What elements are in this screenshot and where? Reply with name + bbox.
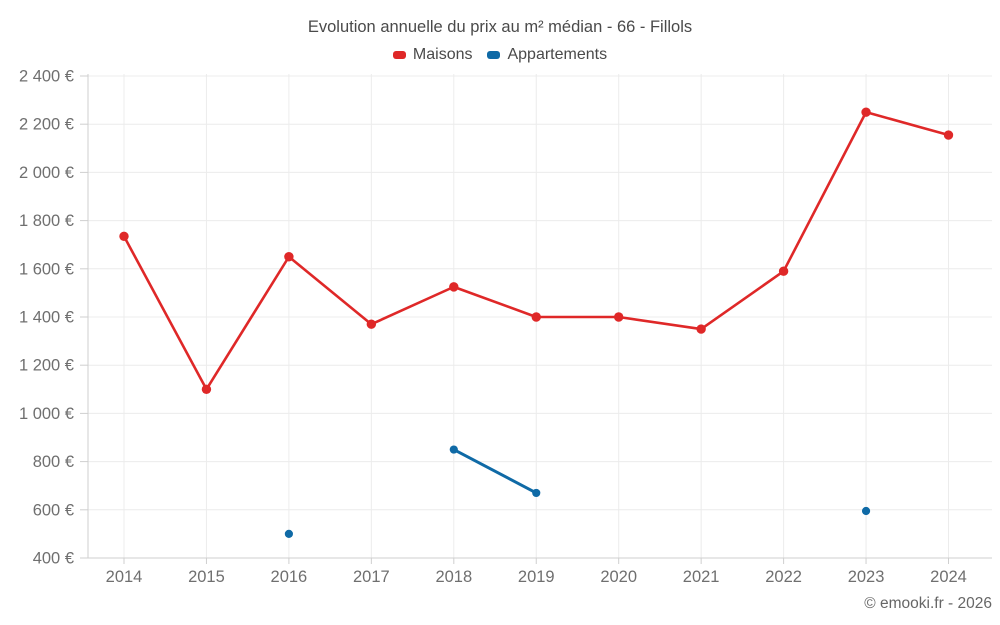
y-tick-label: 800 € (33, 453, 74, 471)
x-tick-label: 2023 (848, 568, 885, 586)
y-tick-label: 600 € (33, 501, 74, 519)
legend-label-maisons: Maisons (412, 46, 473, 63)
x-tick-label: 2015 (188, 568, 225, 586)
data-point-maisons-2021[interactable] (696, 324, 706, 334)
data-point-maisons-2024[interactable] (943, 130, 954, 140)
legend-item-appartements[interactable]: Appartements (487, 45, 607, 65)
appartements-series-swatch-icon (487, 51, 501, 59)
x-tick-label: 2019 (518, 568, 555, 586)
x-tick-label: 2024 (930, 568, 967, 586)
data-point-appartements-2018[interactable] (449, 445, 458, 454)
x-tick-label: 2020 (600, 568, 637, 586)
data-point-appartements-2019[interactable] (532, 488, 541, 498)
data-point-maisons-2016[interactable] (284, 252, 294, 262)
y-tick-label: 400 € (33, 550, 74, 568)
x-tick-label: 2016 (271, 568, 308, 586)
data-point-maisons-2023[interactable] (861, 107, 871, 117)
y-tick-label: 1 600 € (19, 260, 74, 278)
chart-title: Evolution annuelle du prix au m² médian … (307, 18, 693, 36)
x-tick-label: 2014 (106, 568, 143, 586)
data-point-maisons-2020[interactable] (614, 312, 624, 322)
data-point-maisons-2014[interactable] (119, 231, 129, 241)
y-tick-label: 2 400 € (19, 68, 74, 86)
data-point-appartements-2016[interactable] (284, 529, 293, 539)
data-point-maisons-2017[interactable] (366, 319, 377, 329)
y-tick-label: 2 200 € (19, 116, 74, 134)
maisons-series-swatch-icon (392, 51, 406, 59)
y-tick-label: 1 800 € (19, 212, 74, 230)
data-point-maisons-2019[interactable] (531, 312, 541, 322)
copyright-text: © emooki.fr - 2026 (864, 595, 992, 612)
legend-label-appartements: Appartements (507, 46, 608, 63)
data-point-maisons-2022[interactable] (778, 266, 789, 276)
data-point-maisons-2018[interactable] (449, 282, 459, 292)
y-tick-label: 1 200 € (19, 357, 74, 375)
y-tick-label: 1 000 € (19, 405, 74, 423)
chart-legend: Maisons Appartements (0, 45, 1000, 65)
y-tick-label: 1 400 € (19, 309, 74, 327)
x-tick-label: 2021 (683, 568, 720, 586)
legend-item-maisons[interactable]: Maisons (392, 45, 473, 65)
data-point-maisons-2015[interactable] (201, 384, 212, 394)
series-line-appartements (452, 448, 538, 495)
y-tick-label: 2 000 € (19, 164, 74, 182)
x-tick-label: 2022 (765, 568, 802, 586)
data-point-appartements-2023[interactable] (861, 506, 871, 516)
x-tick-label: 2017 (353, 568, 390, 586)
x-tick-label: 2018 (435, 568, 472, 586)
